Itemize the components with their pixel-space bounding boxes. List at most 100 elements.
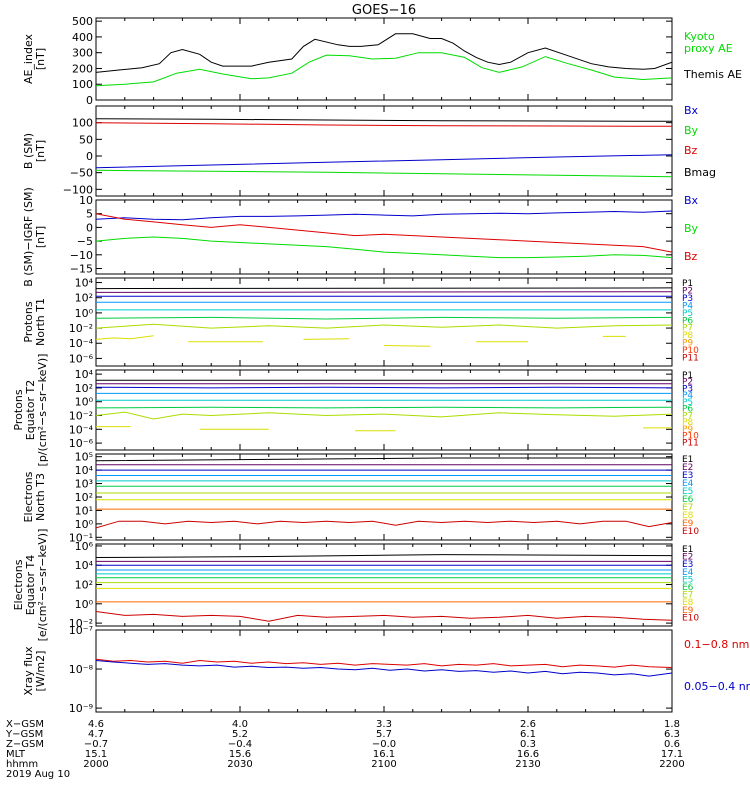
x-row-value: 17.1 [661, 749, 683, 760]
legend-entry: E3 [682, 560, 693, 570]
y-tick-label: −15 [70, 263, 93, 276]
x-row-value: 4.6 [88, 719, 104, 730]
y-axis-label: Xray flux [22, 646, 35, 696]
legend-entry: E9 [682, 519, 694, 529]
y-tick-label: 10² [75, 491, 93, 504]
y-tick-label: 10⁻² [69, 617, 93, 630]
y-tick-label: 10⁶ [75, 540, 94, 553]
y-tick-label: 50 [79, 133, 93, 146]
panel-8: 10⁻⁷ 10⁻⁸ 10⁻⁹ Xray flux [W/m2] 0.1−0.8 nm 0.0… [22, 624, 750, 715]
y-axis-label: Electrons [12, 559, 25, 610]
x-row-value: 4.0 [232, 719, 248, 730]
y-tick-label: 10⁻⁸ [69, 663, 94, 676]
legend-entry: E1 [682, 455, 693, 465]
x-row-value: 1.8 [664, 719, 680, 730]
series-line-2 [96, 213, 672, 253]
y-tick-label: −10 [70, 249, 93, 262]
y-tick-label: 10⁵ [75, 451, 93, 464]
y-tick-label: 10 [79, 194, 93, 207]
y-tick-label: 0 [86, 150, 93, 163]
x-row-value: 0.6 [664, 739, 680, 750]
series-line-2 [96, 52, 672, 87]
y-tick-label: 10⁻² [69, 410, 93, 423]
y-tick-label: 10⁻⁶ [69, 352, 94, 365]
x-row-label: Y−GSM [5, 729, 43, 740]
y-axis-label: North T1 [34, 298, 47, 346]
x-row-value: 6.1 [520, 729, 536, 740]
legend-entry: E3 [682, 471, 693, 481]
y-tick-label: 10¹ [75, 504, 93, 517]
x-row-value: 6.3 [664, 729, 680, 740]
legend-entry: P10 [682, 346, 699, 356]
y-tick-label: 10⁻⁴ [69, 337, 94, 350]
y-axis-label: B (SM) [22, 133, 35, 169]
y-tick-label: 10⁻⁷ [69, 624, 93, 637]
panel-frame [95, 543, 673, 627]
legend-entry: E5 [682, 575, 693, 585]
y-axis-label: Protons [12, 389, 25, 430]
y-tick-label: −50 [70, 167, 93, 180]
legend-entry: P1 [682, 371, 693, 381]
y-tick-label: 0 [86, 221, 93, 234]
x-row-value: 2030 [227, 759, 252, 770]
panel-frame [95, 199, 673, 275]
panel-frame [95, 453, 673, 541]
series-line-2 [96, 122, 672, 127]
legend-entry: E6 [682, 583, 694, 593]
x-row-value: 16.6 [517, 749, 539, 760]
x-row-value: 2100 [371, 759, 396, 770]
panel-2: 100 50 0 −50 −100 B (SM) [nT] Bx By Bz Bmag [22, 104, 716, 197]
y-axis-label: [e/(cm²−s−sr−keV)] [36, 529, 49, 642]
x-row-value: 2130 [515, 759, 540, 770]
x-axis-annotation: X−GSM 4.6 4.0 3.3 2.6 1.8 Y−GSM 4.7 5.2 5.7 6.1 6.3… [5, 719, 685, 780]
y-tick-label: 10⁻¹ [69, 531, 93, 544]
legend-entry: P7 [682, 324, 693, 334]
legend-entry: P3 [682, 294, 693, 304]
y-tick-label: 5 [86, 208, 93, 221]
y-axis-label: [nT] [34, 140, 47, 162]
y-tick-label: 10⁻⁶ [69, 437, 94, 450]
y-tick-label: 10² [75, 382, 93, 395]
y-tick-label: 0 [86, 94, 93, 107]
y-axis-label: [nT] [34, 48, 47, 70]
x-row-value: 2000 [83, 759, 108, 770]
legend-entry: Bz [684, 144, 698, 157]
x-row-value: 16.1 [373, 749, 395, 760]
y-tick-label: 100 [72, 117, 93, 130]
y-tick-label: 10⁻² [69, 322, 93, 335]
y-tick-label: 10⁴ [75, 368, 94, 381]
x-row-value: 5.2 [232, 729, 248, 740]
legend-entry: Kyoto [684, 30, 715, 43]
y-tick-label: 10⁻⁴ [69, 423, 94, 436]
legend-entry: E5 [682, 487, 693, 497]
series-line-1 [96, 33, 672, 73]
legend-entry: E8 [682, 598, 694, 608]
legend-entry: P8 [682, 418, 693, 428]
y-tick-label: 10⁰ [75, 518, 94, 531]
x-row-value: −0.7 [84, 739, 108, 750]
legend-entry: E7 [682, 503, 693, 513]
legend-entry: P9 [682, 425, 693, 435]
y-axis-label: Protons [22, 301, 35, 342]
legend-entry: P6 [682, 316, 693, 326]
y-tick-label: 10⁻⁹ [69, 702, 93, 715]
x-row-value: −0.4 [228, 739, 252, 750]
y-axis-label: Equator T2 [24, 380, 37, 440]
x-row-value: 5.7 [376, 729, 392, 740]
x-row-value: 15.1 [85, 749, 107, 760]
legend-entry: E10 [682, 613, 699, 623]
series-line-1 [96, 118, 672, 122]
y-tick-label: 10⁰ [75, 598, 94, 611]
y-tick-label: 200 [72, 62, 93, 75]
legend-entry: P2 [682, 378, 693, 388]
x-row-label: hhmm [6, 759, 38, 770]
legend-entry: P7 [682, 411, 693, 421]
x-row-label: MLT [6, 749, 26, 760]
y-tick-label: 10⁰ [75, 396, 94, 409]
legend-entry: P10 [682, 432, 699, 442]
y-axis-label: [W/m2] [34, 651, 47, 692]
